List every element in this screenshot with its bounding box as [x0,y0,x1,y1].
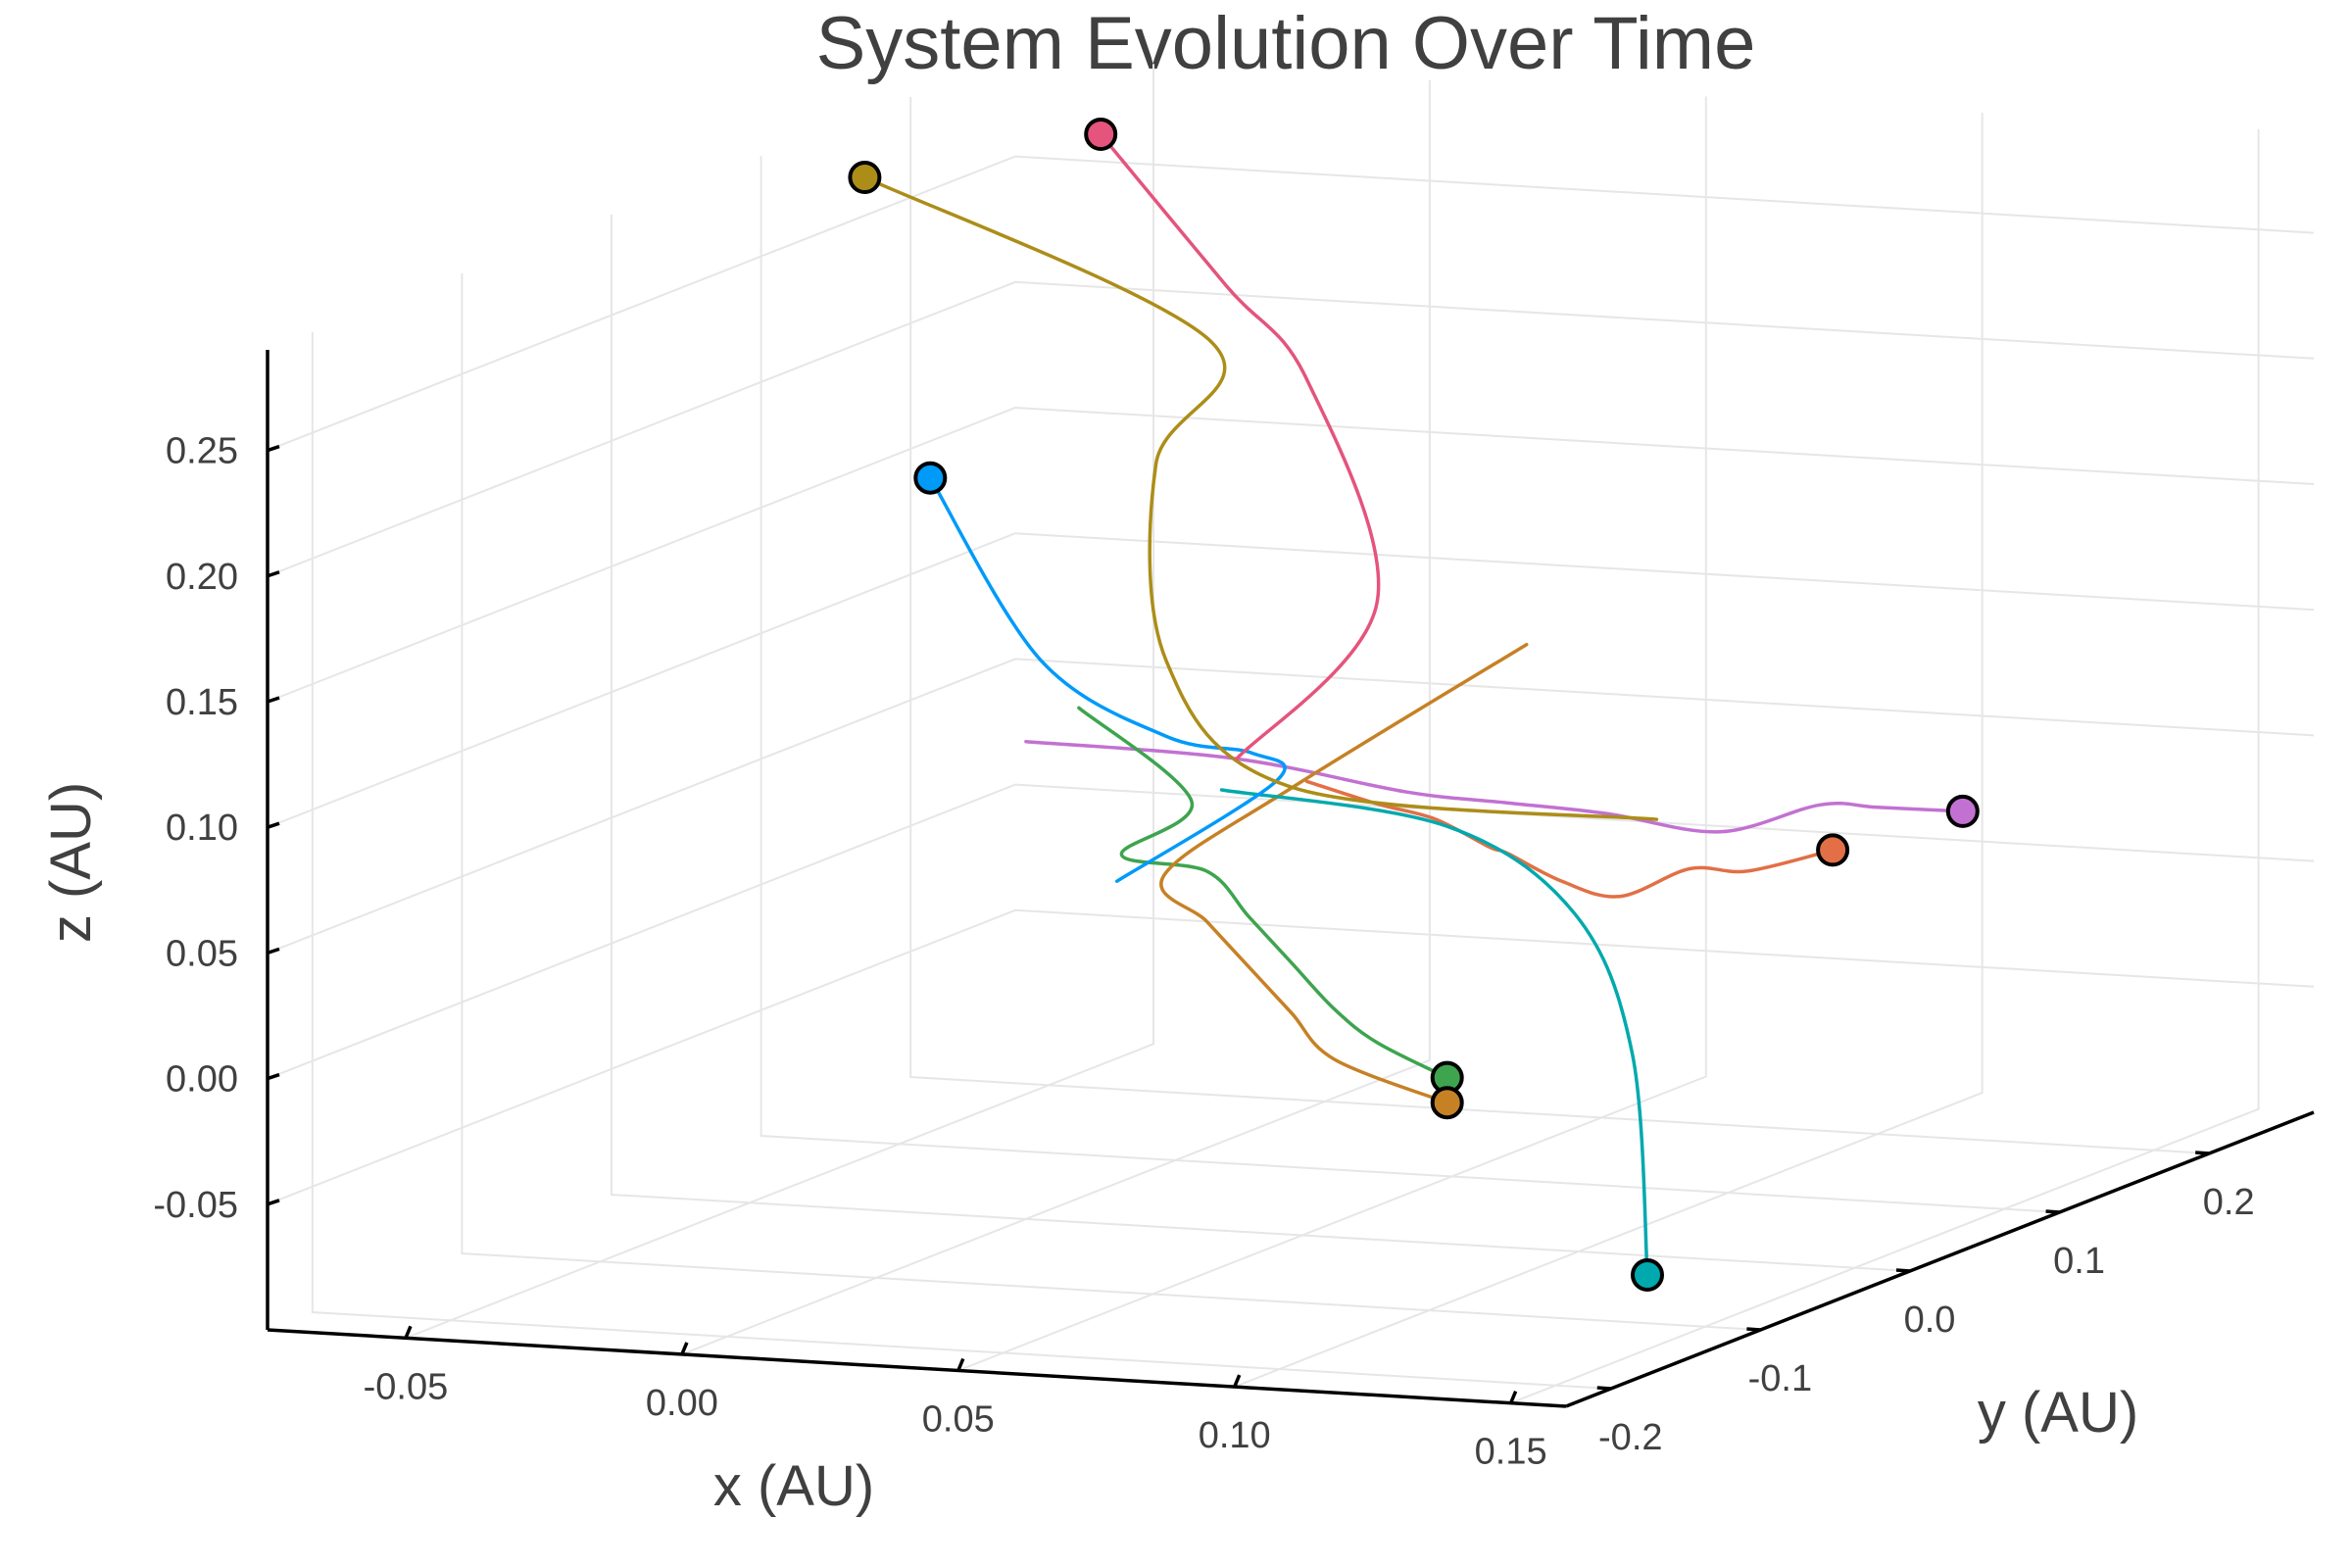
grid-line-z-5 [267,280,2315,577]
x-tick-label-1: 0.00 [646,1383,718,1424]
grid-line-x-3 [1234,113,1984,1389]
y-axis-label: y (AU) [1978,1381,2138,1445]
grid-line-z-3 [267,532,2315,829]
grid-line-y-4 [909,97,2210,1154]
grid-line-y-1 [461,273,1761,1331]
grid-line-x-2 [957,96,1707,1372]
series-0-marker [1816,833,1850,867]
series-3-marker [1430,1086,1464,1120]
series-3-trail [1159,642,1529,1104]
y-tick-mark-4 [2195,1151,2210,1155]
grid-line-z-4 [267,406,2315,703]
z-tick-label-0: -0.05 [153,1185,238,1226]
z-tick-mark-0 [267,1199,280,1206]
series-5-marker [913,461,948,495]
series-1-trail [1024,739,1965,834]
z-tick-mark-1 [267,1072,280,1081]
series-2-trail [1077,706,1449,1080]
y-tick-label-3: 0.1 [2053,1241,2105,1282]
y-tick-mark-0 [1596,1386,1611,1391]
z-tick-label-1: 0.00 [166,1059,238,1101]
grid-line-y-3 [760,156,2060,1213]
x-tick-mark-4 [1509,1391,1518,1404]
series-4-trail [1219,788,1649,1277]
z-tick-mark-6 [267,444,280,453]
series-7-trail [1099,132,1381,761]
x-tick-mark-3 [1233,1374,1242,1388]
chart-title: System Evolution Over Time [816,2,1756,85]
z-tick-mark-3 [267,821,280,829]
series-4-marker [1631,1258,1664,1292]
series-6-trail [862,175,1659,821]
x-tick-label-4: 0.15 [1475,1432,1547,1473]
x-tick-label-2: 0.05 [922,1398,995,1440]
z-tick-label-2: 0.05 [166,933,238,974]
grid-line-y-0 [311,332,1611,1390]
z-tick-label-3: 0.10 [166,808,238,849]
grid-line-x-0 [405,64,1154,1340]
z-tick-mark-4 [267,696,280,704]
grid-line-z-6 [267,155,2315,452]
y-tick-label-2: 0.0 [1904,1299,1956,1341]
y-tick-label-1: -0.1 [1748,1358,1812,1399]
x-tick-mark-0 [404,1325,413,1339]
y-axis-line [1565,1110,2315,1408]
grid-line-z-1 [267,783,2315,1080]
z-tick-mark-2 [267,947,280,956]
x-axis-line [267,1328,1567,1408]
y-tick-label-4: 0.2 [2203,1182,2255,1223]
z-tick-label-5: 0.20 [166,557,238,598]
series-7-marker [1084,118,1118,151]
series-1-marker [1945,794,1980,828]
y-tick-mark-3 [2045,1209,2060,1214]
x-axis-label: x (AU) [713,1454,874,1518]
x-tick-label-3: 0.10 [1199,1415,1271,1456]
grid-line-x-4 [1510,128,2260,1404]
x-tick-label-0: -0.05 [364,1366,449,1407]
y-tick-mark-1 [1746,1327,1761,1332]
y-tick-label-0: -0.2 [1598,1417,1662,1458]
z-tick-mark-5 [267,570,280,578]
x-tick-mark-2 [956,1357,965,1372]
x-tick-mark-1 [680,1342,689,1355]
grid-line-x-1 [681,79,1431,1355]
series-0-trail [1304,779,1835,899]
grid-line-y-2 [611,215,1911,1272]
grid-line-z-2 [267,658,2315,955]
y-tick-mark-2 [1895,1268,1911,1273]
z-tick-label-4: 0.15 [166,682,238,723]
grid-line-z-0 [267,908,2315,1205]
series-5-trail [928,475,1287,883]
z-axis-label: z (AU) [39,782,103,943]
series-6-marker [848,161,882,194]
z-tick-label-6: 0.25 [166,431,238,472]
